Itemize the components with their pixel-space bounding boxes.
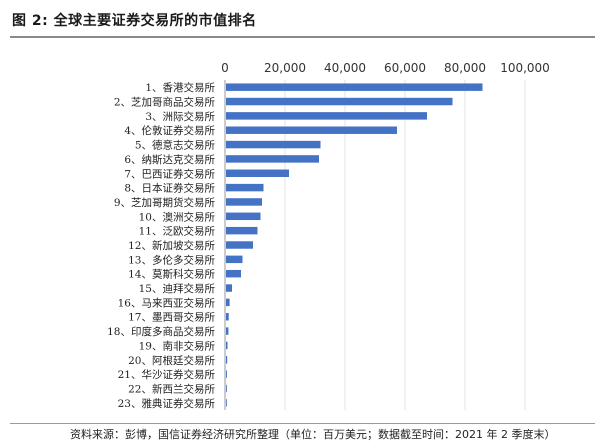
category-label: 2、芝加哥商品交易所 xyxy=(114,96,216,109)
bar xyxy=(226,341,228,350)
bar xyxy=(226,155,319,163)
category-label: 1、香港交易所 xyxy=(145,81,215,94)
bar xyxy=(226,169,289,177)
category-label: 14、莫斯科交易所 xyxy=(128,268,215,281)
category-label: 5、德意志交易所 xyxy=(135,139,216,152)
category-label: 11、泛欧交易所 xyxy=(139,225,216,238)
bar xyxy=(226,126,397,134)
category-label: 23、雅典证券交易所 xyxy=(118,397,216,410)
bar xyxy=(226,140,321,149)
bar xyxy=(226,370,227,378)
x-axis-ticks: 0 20,000 40,000 60,000 80,000 100,000 xyxy=(221,61,550,75)
x-tick-label: 40,000 xyxy=(324,61,366,75)
x-tick-label: 0 xyxy=(221,61,229,75)
figure-title: 图 2: 全球主要证券交易所的市值排名 xyxy=(12,13,257,29)
category-label: 9、芝加哥期货交易所 xyxy=(114,196,216,209)
category-label: 19、南非交易所 xyxy=(139,339,216,352)
bar xyxy=(226,298,230,307)
title-divider xyxy=(10,36,595,38)
bar xyxy=(226,241,253,249)
bar xyxy=(226,255,243,264)
category-label: 7、巴西证券交易所 xyxy=(124,167,215,180)
category-label: 22、新西兰交易所 xyxy=(128,382,215,395)
bar xyxy=(226,284,232,292)
x-tick-label: 80,000 xyxy=(444,61,486,75)
category-label: 21、华沙证券交易所 xyxy=(118,368,216,381)
category-label: 8、日本证券交易所 xyxy=(124,182,215,195)
bar xyxy=(226,97,453,106)
x-tick-label: 20,000 xyxy=(264,61,306,75)
footer-divider xyxy=(10,423,595,424)
x-tick-label: 60,000 xyxy=(384,61,426,75)
bar xyxy=(226,226,258,235)
bar xyxy=(226,313,229,321)
bar xyxy=(226,212,261,221)
category-label: 16、马来西亚交易所 xyxy=(118,296,216,309)
category-label: 20、阿根廷交易所 xyxy=(128,354,215,367)
category-label: 17、墨西哥交易所 xyxy=(128,311,215,324)
bar xyxy=(226,183,264,192)
bar xyxy=(226,269,241,278)
bar xyxy=(226,399,227,407)
category-label: 15、迪拜交易所 xyxy=(139,282,216,295)
category-label: 13、多伦多交易所 xyxy=(128,253,215,266)
category-label: 4、伦敦证券交易所 xyxy=(124,124,215,137)
source-note: 资料来源：彭博，国信证券经济研究所整理（单位：百万美元；数据截至时间：2021 … xyxy=(70,428,556,441)
category-label: 10、澳洲交易所 xyxy=(139,210,216,223)
category-label: 12、新加坡交易所 xyxy=(128,239,215,252)
bar xyxy=(226,356,228,364)
bars xyxy=(226,83,483,407)
category-label: 18、印度多商品交易所 xyxy=(107,325,215,338)
x-tick-label: 100,000 xyxy=(500,61,550,75)
bar xyxy=(226,112,427,120)
bar xyxy=(226,83,483,91)
bar xyxy=(226,198,262,206)
bar xyxy=(226,384,227,393)
category-label: 3、洲际交易所 xyxy=(145,110,215,123)
bar xyxy=(226,327,229,335)
category-label: 6、纳斯达克交易所 xyxy=(124,153,215,166)
